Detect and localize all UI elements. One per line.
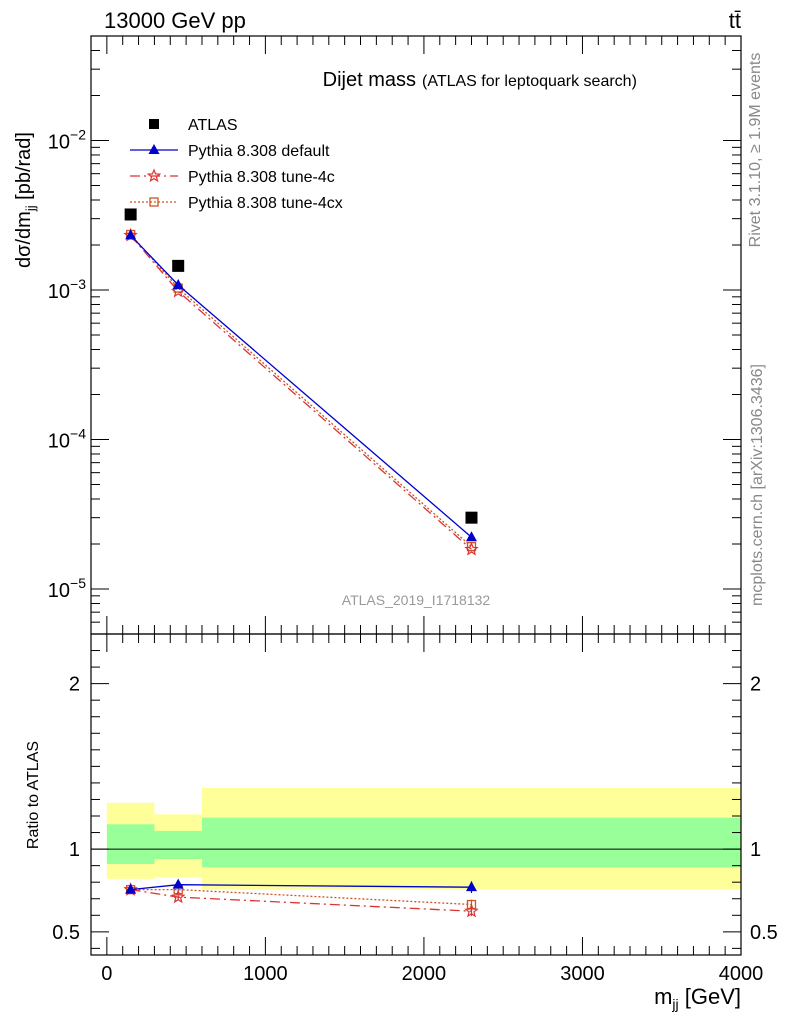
series-line <box>130 234 472 550</box>
ratio-x-ticks: 0 1000 2000 3000 4000 <box>90 634 764 985</box>
data-point-star <box>464 541 479 556</box>
ratio-panel: 0.5 0.5 1 1 2 2 0 1000 2000 3000 4000 Ratio to AT… <box>25 633 778 1012</box>
main-x-ticks <box>90 36 742 634</box>
ratio-y-tick-label: 0.5 <box>52 922 80 944</box>
data-point-star <box>464 903 479 918</box>
uncertainty-band-inner <box>201 817 742 868</box>
data-point-triangle <box>148 144 160 154</box>
analysis-watermark: ATLAS_2019_I1718132 <box>342 592 491 608</box>
ratio-y-tick-label-right: 0.5 <box>750 922 778 944</box>
source-label: mcplots.cern.ch [arXiv:1306.3436] <box>749 364 766 606</box>
data-point-triangle <box>125 883 137 894</box>
data-point-star <box>146 168 162 183</box>
data-point-square <box>465 511 478 524</box>
data-point-triangle <box>465 531 477 542</box>
series-line <box>130 234 472 538</box>
header-process: 13000 GeV pp <box>104 8 246 33</box>
main-series-layer <box>123 208 479 556</box>
x-tick-label: 3000 <box>560 963 605 985</box>
x-tick-label: 4000 <box>719 963 764 985</box>
main-panel: 10−5 10−4 10−3 10−2 Dijet mass (ATLAS for l… <box>13 35 742 635</box>
data-point-triangle <box>465 881 477 892</box>
legend-label: Pythia 8.308 tune-4cx <box>188 195 343 212</box>
legend-label: Pythia 8.308 tune-4c <box>188 169 335 186</box>
chart-title: Dijet mass <box>323 69 416 91</box>
rivet-label: Rivet 3.1.10, ≥ 1.9M events <box>747 53 764 248</box>
main-y-axis-label: dσ/dmjj [pb/rad] <box>13 132 38 268</box>
series-line <box>130 234 472 548</box>
ratio-y-axis-label: Ratio to ATLAS <box>25 741 42 849</box>
data-point-star <box>170 889 186 904</box>
uncertainty-band-inner <box>154 830 202 860</box>
data-point-square <box>124 208 137 221</box>
ratio-y-tick-label-right: 2 <box>750 674 761 696</box>
main-y-tick-label: 10−5 <box>48 575 86 602</box>
data-point-square <box>149 119 159 129</box>
x-tick-label: 0 <box>101 963 112 985</box>
main-y-tick-label: 10−4 <box>48 425 86 452</box>
uncertainty-bands <box>106 787 742 890</box>
data-point-triangle <box>172 878 184 889</box>
x-axis-label: mjj [GeV] <box>654 984 741 1012</box>
legend-label: Pythia 8.308 default <box>188 143 330 160</box>
header-final-state: tt̄ <box>729 8 741 33</box>
ratio-y-tick-label: 1 <box>69 839 80 861</box>
chart-subtitle: (ATLAS for leptoquark search) <box>422 73 637 90</box>
main-y-tick-label: 10−3 <box>48 276 86 303</box>
x-tick-label: 2000 <box>402 963 447 985</box>
ratio-y-tick-label: 2 <box>69 674 80 696</box>
ratio-y-ticks: 0.5 0.5 1 1 2 2 <box>52 650 778 949</box>
data-point-triangle <box>172 278 184 289</box>
uncertainty-band-inner <box>106 824 155 864</box>
main-y-ticks: 10−5 10−4 10−3 10−2 <box>48 35 741 623</box>
data-point-open-square <box>149 197 159 207</box>
ratio-frame <box>90 633 742 956</box>
ratio-y-tick-label-right: 1 <box>750 839 761 861</box>
main-y-tick-label: 10−2 <box>48 126 86 153</box>
ratio-series-layer <box>123 878 479 918</box>
legend: ATLAS Pythia 8.308 default Pythia 8.308 tu… <box>130 117 343 212</box>
data-point-square <box>172 259 185 272</box>
data-point-triangle <box>125 229 137 240</box>
legend-label: ATLAS <box>188 117 238 134</box>
x-tick-label: 1000 <box>243 963 288 985</box>
